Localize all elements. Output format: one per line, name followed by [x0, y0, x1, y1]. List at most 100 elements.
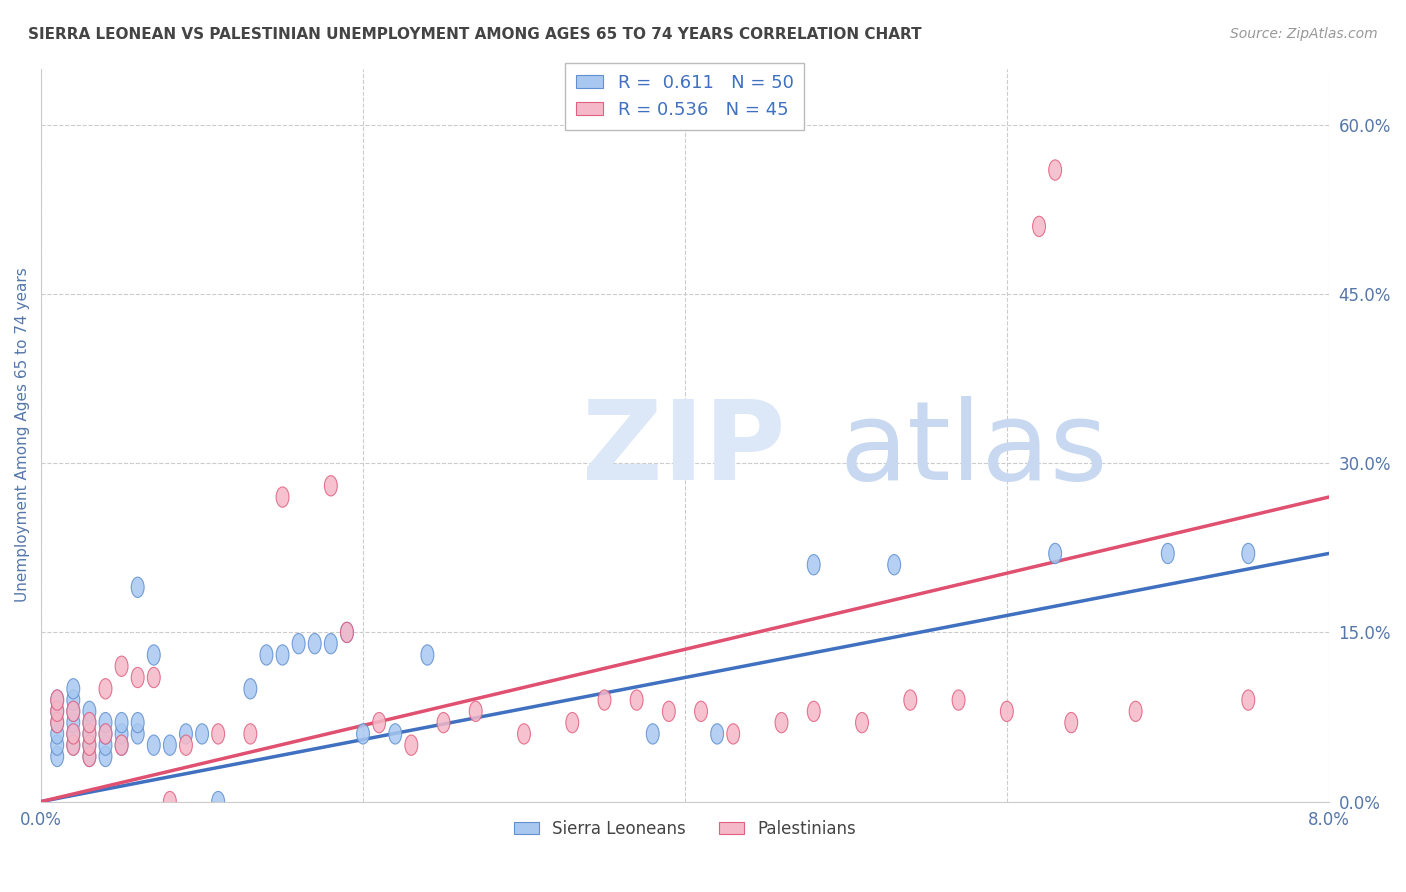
Ellipse shape [51, 690, 63, 710]
Ellipse shape [83, 735, 96, 756]
Ellipse shape [67, 735, 80, 756]
Ellipse shape [1049, 543, 1062, 564]
Ellipse shape [148, 735, 160, 756]
Ellipse shape [83, 747, 96, 766]
Ellipse shape [1001, 701, 1014, 722]
Ellipse shape [83, 723, 96, 744]
Ellipse shape [727, 723, 740, 744]
Ellipse shape [131, 667, 145, 688]
Ellipse shape [83, 723, 96, 744]
Ellipse shape [325, 633, 337, 654]
Ellipse shape [51, 723, 63, 744]
Ellipse shape [647, 723, 659, 744]
Ellipse shape [51, 713, 63, 733]
Ellipse shape [807, 701, 820, 722]
Ellipse shape [115, 713, 128, 733]
Ellipse shape [405, 735, 418, 756]
Ellipse shape [67, 723, 80, 744]
Ellipse shape [163, 791, 176, 812]
Ellipse shape [856, 713, 869, 733]
Ellipse shape [148, 645, 160, 665]
Ellipse shape [83, 747, 96, 766]
Ellipse shape [98, 747, 112, 766]
Ellipse shape [115, 735, 128, 756]
Ellipse shape [148, 667, 160, 688]
Ellipse shape [662, 701, 675, 722]
Ellipse shape [695, 701, 707, 722]
Ellipse shape [67, 713, 80, 733]
Ellipse shape [325, 475, 337, 496]
Ellipse shape [83, 713, 96, 733]
Ellipse shape [195, 723, 208, 744]
Ellipse shape [710, 723, 724, 744]
Ellipse shape [67, 735, 80, 756]
Ellipse shape [115, 723, 128, 744]
Ellipse shape [437, 713, 450, 733]
Ellipse shape [131, 723, 145, 744]
Ellipse shape [51, 701, 63, 722]
Ellipse shape [98, 723, 112, 744]
Ellipse shape [67, 690, 80, 710]
Ellipse shape [212, 723, 225, 744]
Ellipse shape [340, 623, 353, 642]
Ellipse shape [67, 701, 80, 722]
Ellipse shape [1129, 701, 1142, 722]
Text: atlas: atlas [839, 396, 1108, 503]
Ellipse shape [67, 679, 80, 699]
Ellipse shape [51, 735, 63, 756]
Ellipse shape [131, 577, 145, 598]
Ellipse shape [180, 735, 193, 756]
Ellipse shape [212, 791, 225, 812]
Ellipse shape [389, 723, 402, 744]
Ellipse shape [292, 633, 305, 654]
Ellipse shape [308, 633, 321, 654]
Ellipse shape [83, 735, 96, 756]
Ellipse shape [598, 690, 610, 710]
Ellipse shape [98, 723, 112, 744]
Ellipse shape [276, 487, 290, 508]
Ellipse shape [51, 690, 63, 710]
Ellipse shape [131, 713, 145, 733]
Ellipse shape [115, 735, 128, 756]
Y-axis label: Unemployment Among Ages 65 to 74 years: Unemployment Among Ages 65 to 74 years [15, 268, 30, 602]
Ellipse shape [180, 723, 193, 744]
Ellipse shape [887, 555, 901, 574]
Ellipse shape [260, 645, 273, 665]
Ellipse shape [67, 701, 80, 722]
Ellipse shape [807, 555, 820, 574]
Ellipse shape [1241, 690, 1254, 710]
Ellipse shape [775, 713, 787, 733]
Ellipse shape [51, 701, 63, 722]
Ellipse shape [1064, 713, 1077, 733]
Ellipse shape [98, 735, 112, 756]
Ellipse shape [98, 713, 112, 733]
Ellipse shape [1032, 216, 1046, 236]
Ellipse shape [517, 723, 530, 744]
Ellipse shape [163, 735, 176, 756]
Ellipse shape [243, 679, 257, 699]
Ellipse shape [243, 723, 257, 744]
Ellipse shape [83, 701, 96, 722]
Ellipse shape [630, 690, 643, 710]
Ellipse shape [51, 713, 63, 733]
Ellipse shape [904, 690, 917, 710]
Ellipse shape [1049, 160, 1062, 180]
Ellipse shape [340, 623, 353, 642]
Text: SIERRA LEONEAN VS PALESTINIAN UNEMPLOYMENT AMONG AGES 65 TO 74 YEARS CORRELATION: SIERRA LEONEAN VS PALESTINIAN UNEMPLOYME… [28, 27, 922, 42]
Text: Source: ZipAtlas.com: Source: ZipAtlas.com [1230, 27, 1378, 41]
Ellipse shape [1161, 543, 1174, 564]
Ellipse shape [67, 723, 80, 744]
Ellipse shape [276, 645, 290, 665]
Ellipse shape [83, 713, 96, 733]
Ellipse shape [98, 679, 112, 699]
Ellipse shape [51, 747, 63, 766]
Ellipse shape [373, 713, 385, 733]
Ellipse shape [470, 701, 482, 722]
Legend: Sierra Leoneans, Palestinians: Sierra Leoneans, Palestinians [508, 814, 863, 845]
Ellipse shape [1241, 543, 1254, 564]
Ellipse shape [565, 713, 579, 733]
Ellipse shape [115, 657, 128, 676]
Ellipse shape [357, 723, 370, 744]
Ellipse shape [420, 645, 434, 665]
Ellipse shape [952, 690, 965, 710]
